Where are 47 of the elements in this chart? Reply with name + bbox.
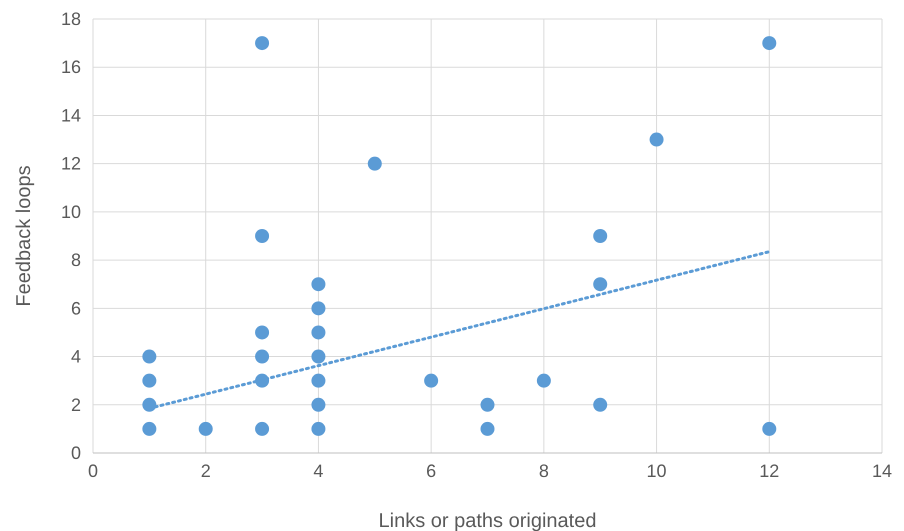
point [762, 422, 776, 436]
y-axis-title: Feedback loops [13, 165, 35, 307]
y-tick-label: 10 [60, 202, 81, 222]
point [593, 229, 608, 243]
point [311, 374, 326, 388]
y-tick-label: 2 [70, 394, 81, 415]
point [368, 156, 382, 171]
point [762, 36, 776, 50]
x-tick-label: 12 [759, 461, 780, 481]
point [142, 422, 156, 436]
point [311, 325, 326, 340]
point [311, 398, 326, 412]
x-tick-label: 2 [200, 461, 211, 481]
x-tick-label: 0 [88, 461, 98, 481]
y-tick-label: 6 [70, 298, 81, 318]
point [593, 398, 608, 412]
point [311, 277, 326, 292]
y-tick-label: 18 [60, 9, 81, 29]
point [255, 422, 270, 436]
x-tick-label: 14 [872, 461, 892, 481]
point [255, 325, 270, 340]
point [650, 132, 664, 147]
y-tick-label: 4 [70, 346, 81, 367]
y-tick-label: 0 [70, 443, 81, 463]
point [311, 350, 326, 364]
x-tick-label: 4 [313, 461, 324, 481]
x-tick-label: 8 [538, 461, 549, 481]
point [480, 398, 494, 412]
y-tick-label: 16 [60, 57, 81, 78]
point [311, 422, 326, 436]
point [142, 350, 156, 364]
point [311, 301, 326, 316]
x-tick-label: 10 [646, 461, 667, 481]
point [593, 277, 608, 292]
point [480, 422, 494, 436]
point [536, 374, 551, 388]
y-tick-label: 8 [70, 250, 81, 270]
point [142, 374, 156, 388]
point [255, 350, 270, 364]
point [424, 374, 438, 388]
x-axis-title: Links or paths originated [378, 510, 596, 531]
y-tick-label: 14 [60, 105, 81, 126]
point [198, 422, 213, 436]
x-tick-label: 6 [426, 461, 436, 481]
point [255, 229, 270, 243]
point [255, 36, 270, 50]
y-tick-label: 12 [60, 154, 81, 174]
